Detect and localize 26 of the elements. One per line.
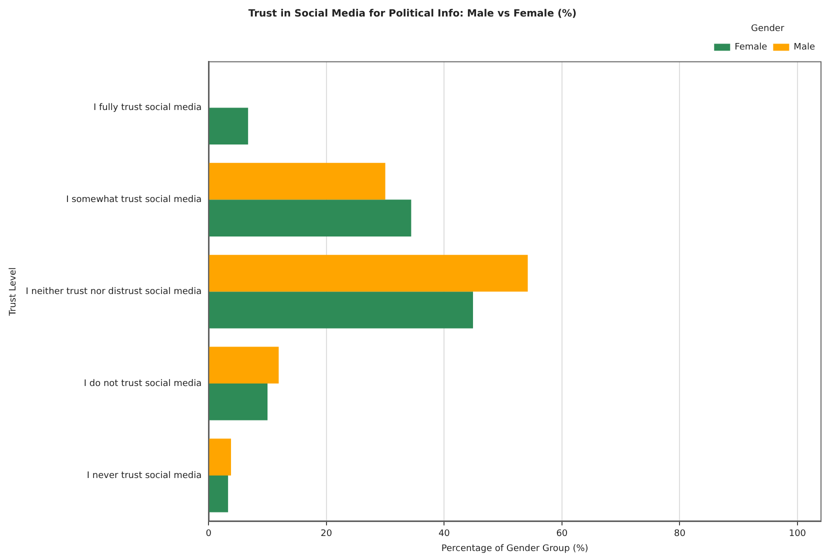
legend-label: Female xyxy=(734,42,768,53)
bar xyxy=(209,254,528,292)
bar xyxy=(209,384,268,420)
y-tick-label: I somewhat trust social media xyxy=(66,195,202,206)
bar xyxy=(209,438,232,476)
x-tick-label: 0 xyxy=(206,529,212,540)
chart-title: Trust in Social Media for Political Info: Male vs Female (%) xyxy=(248,8,577,20)
x-tick-label: 40 xyxy=(438,529,450,540)
bar xyxy=(209,475,228,512)
legend-label: Male xyxy=(794,42,816,53)
bar xyxy=(209,346,279,384)
y-tick-label: I fully trust social media xyxy=(94,103,202,114)
x-tick-label: 100 xyxy=(788,529,806,540)
x-tick-label: 20 xyxy=(320,529,332,540)
x-tick-label: 60 xyxy=(556,529,568,540)
bar xyxy=(209,292,474,328)
y-tick-label: I do not trust social media xyxy=(84,378,202,389)
legend-title: Gender xyxy=(750,24,784,34)
y-axis-title: Trust Level xyxy=(8,267,19,317)
y-tick-label: I neither trust nor distrust social media xyxy=(26,286,202,297)
bar xyxy=(209,200,412,236)
y-tick-label: I never trust social media xyxy=(86,470,202,481)
x-axis-title: Percentage of Gender Group (%) xyxy=(441,544,588,554)
bar xyxy=(209,108,248,145)
bar xyxy=(209,162,386,200)
x-tick-label: 80 xyxy=(674,529,686,540)
